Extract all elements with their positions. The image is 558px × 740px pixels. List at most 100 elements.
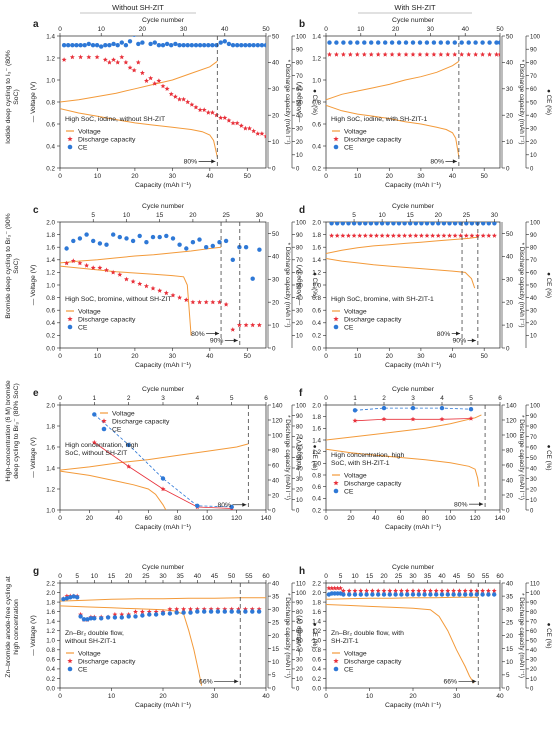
discharge-capacity-point [368,233,374,238]
y-tick-label: 1.4 [312,33,321,40]
discharge-capacity-point [407,233,413,238]
ce-point [61,43,67,48]
ce-tick-label: 20 [296,667,303,673]
discharge-capacity-point [152,80,158,86]
discharge-capacity-point [333,480,339,486]
ce-point [408,222,413,226]
discharge-capacity-point [104,267,109,273]
ce-point [77,236,83,241]
discharge-capacity-point [352,588,358,593]
ce-point [436,222,441,226]
ce-tick-label: 20 [530,487,537,493]
panel-d: d 0 10 20 30 40 50 Capacity (mAh l⁻¹) 5 10 15 20 25 3… [296,203,552,369]
ce-point [197,43,203,48]
x-tick-label: 120 [470,515,481,522]
discharge-capacity-point [117,272,123,277]
capacity-marker-2-arrowhead [471,338,476,343]
x-axis-title: Capacity (mAh l⁻¹) [135,524,191,531]
discharge-capacity-point [435,233,441,238]
cycle-tick-label: 20 [392,26,400,33]
ce-point [189,43,194,48]
dc-tick-label: 40 [506,60,514,67]
discharge-capacity-point [374,233,379,238]
legend-voltage-text: Voltage [78,650,101,657]
dc-tick-label: 100 [272,432,283,439]
y-tick-label: 0.0 [312,345,321,352]
y-tick-label: 1.8 [46,599,55,606]
plot-data [60,412,249,510]
row-label-line: Zn–bromide anode-free cycling at [5,576,12,677]
cycle-tick-label: 20 [139,26,147,33]
cycle-tick-label: 5 [339,573,343,580]
y-tick-label: 1.6 [312,426,321,433]
ce-point [340,222,345,226]
ce-point [99,44,104,49]
dc-axis-title: * Discharge capacity (mAh l⁻¹) [284,593,291,678]
ce-point [251,43,256,48]
ce-point [136,41,141,47]
ce-point [439,592,445,597]
cycle-tick-label: 45 [211,573,219,580]
dc-tick-label: 100 [506,432,517,439]
ce-axis-title: ● CE (%) [545,623,552,649]
x-tick-label: 0 [58,515,62,522]
capacity-marker-arrowhead [472,679,477,684]
cycle-tick-label: 60 [496,573,504,580]
ce-point [422,592,427,597]
ce-point [202,43,207,48]
discharge-capacity-point [190,299,196,305]
ce-point [88,616,94,621]
cycle-tick-label: 5 [469,395,473,402]
discharge-capacity-point [263,133,266,139]
discharge-capacity-point [210,299,216,305]
discharge-capacity-point [181,96,187,102]
x-tick-label: 30 [211,693,219,700]
discharge-capacity-point [375,588,381,593]
ce-tick-label: 30 [296,477,303,483]
cycle-tick-label: 4 [440,395,444,402]
dc-tick-label: 140 [506,402,517,409]
discharge-capacity-point [474,588,480,593]
voltage-axis-text: — Voltage (V) [296,437,303,477]
plot-data [326,405,482,487]
ce-tick-label: 70 [296,258,303,264]
y-tick-label: 1.4 [46,618,55,625]
discharge-capacity-point [84,262,90,268]
ce-point [486,222,491,226]
y-tick-label: 1.2 [46,628,55,635]
ce-point [229,609,234,614]
legend-ce-text: CE [78,324,88,331]
cycle-tick-label: 0 [324,395,328,402]
cycle-tick-label: 20 [435,212,443,219]
y-tick-label: 2.0 [46,402,55,409]
capacity-marker-arrowhead [452,159,457,164]
y-tick-label: 0.6 [312,657,321,664]
panel-note: Zn–Br₂ double flow, with [331,630,404,637]
ce-point [66,43,71,48]
legend-voltage-text: Voltage [112,410,135,417]
plot-data [326,585,497,684]
x-tick-label: 40 [449,173,457,180]
cycle-tick-label: 20 [189,212,197,219]
voltage-axis-title: — Voltage (V) [30,82,37,122]
cycle-tick-label: 15 [407,212,415,219]
x-tick-label: 0 [324,173,328,180]
x-tick-label: 40 [262,693,270,700]
voltage-axis-text: — Voltage (V) [296,615,303,655]
ce-point [486,592,491,597]
dc-tick-label: 30 [272,607,280,614]
x-tick-label: 80 [174,515,182,522]
discharge-capacity-point [333,316,339,322]
ce-point [133,614,138,619]
discharge-capacity-point [139,609,145,614]
discharge-capacity-point [462,588,468,593]
discharge-capacity-point [259,131,265,136]
legend-ce-swatch [67,666,73,672]
ce-point [235,43,240,48]
y-tick-label: 0.0 [312,685,321,692]
legend-ce-swatch [333,324,339,330]
ce-tick-label: 70 [530,258,537,264]
dc-tick-label: 25 [272,620,280,627]
discharge-capacity-point [332,585,338,591]
